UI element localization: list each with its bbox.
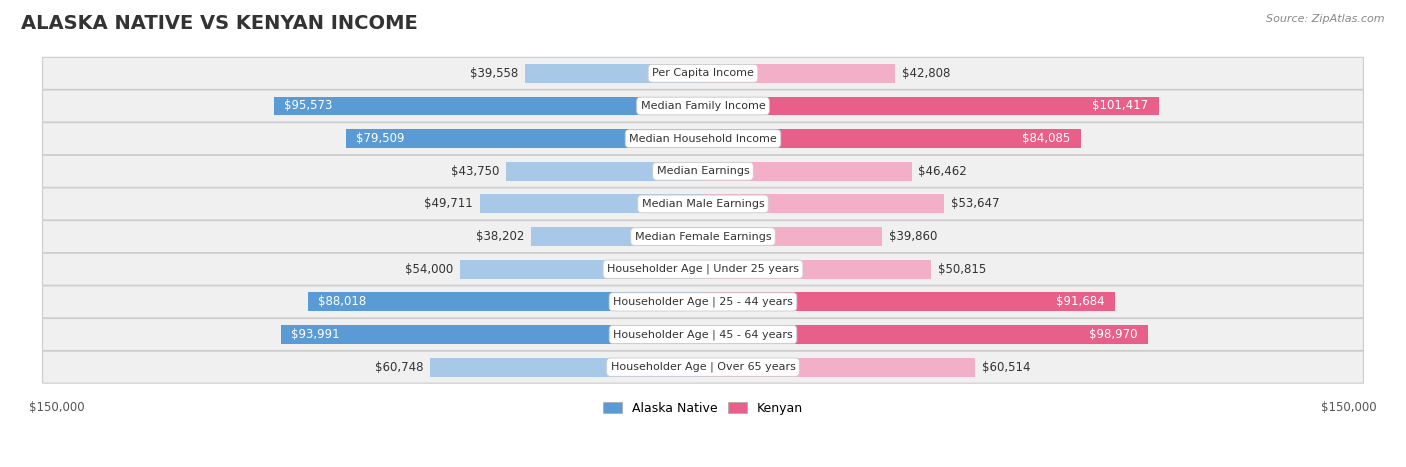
Bar — [346, 129, 703, 148]
Text: Source: ZipAtlas.com: Source: ZipAtlas.com — [1267, 14, 1385, 24]
FancyBboxPatch shape — [42, 220, 1364, 253]
Text: $84,085: $84,085 — [1022, 132, 1071, 145]
FancyBboxPatch shape — [42, 156, 1364, 187]
Bar — [703, 227, 882, 246]
Bar — [281, 325, 703, 344]
Bar — [703, 325, 1147, 344]
Text: ALASKA NATIVE VS KENYAN INCOME: ALASKA NATIVE VS KENYAN INCOME — [21, 14, 418, 33]
FancyBboxPatch shape — [42, 57, 1364, 89]
Text: Median Earnings: Median Earnings — [657, 166, 749, 176]
Bar — [506, 162, 703, 181]
Text: $150,000: $150,000 — [1322, 402, 1376, 414]
Text: $91,684: $91,684 — [1056, 295, 1105, 308]
Text: Householder Age | Over 65 years: Householder Age | Over 65 years — [610, 362, 796, 372]
Text: Median Male Earnings: Median Male Earnings — [641, 199, 765, 209]
Bar — [703, 162, 911, 181]
Text: $95,573: $95,573 — [284, 99, 332, 113]
Text: $101,417: $101,417 — [1092, 99, 1149, 113]
FancyBboxPatch shape — [42, 318, 1364, 351]
Legend: Alaska Native, Kenyan: Alaska Native, Kenyan — [599, 396, 807, 420]
Text: Median Family Income: Median Family Income — [641, 101, 765, 111]
Text: $43,750: $43,750 — [451, 165, 499, 178]
Bar — [274, 97, 703, 115]
Text: $49,711: $49,711 — [425, 198, 472, 211]
Bar — [430, 358, 703, 376]
Text: Median Female Earnings: Median Female Earnings — [634, 232, 772, 241]
Text: $38,202: $38,202 — [477, 230, 524, 243]
Text: $60,514: $60,514 — [981, 361, 1031, 374]
Text: $39,558: $39,558 — [470, 67, 519, 80]
Text: Householder Age | 25 - 44 years: Householder Age | 25 - 44 years — [613, 297, 793, 307]
Bar — [703, 97, 1159, 115]
FancyBboxPatch shape — [42, 253, 1364, 285]
Text: $60,748: $60,748 — [375, 361, 423, 374]
Bar — [479, 194, 703, 213]
Bar — [703, 129, 1081, 148]
Bar — [460, 260, 703, 279]
Text: Per Capita Income: Per Capita Income — [652, 68, 754, 78]
Text: $98,970: $98,970 — [1090, 328, 1137, 341]
Bar — [703, 260, 931, 279]
FancyBboxPatch shape — [42, 188, 1364, 220]
FancyBboxPatch shape — [42, 286, 1364, 318]
Bar — [703, 358, 974, 376]
Bar — [703, 194, 943, 213]
FancyBboxPatch shape — [42, 123, 1364, 155]
Text: $53,647: $53,647 — [950, 198, 1000, 211]
Text: $50,815: $50,815 — [938, 263, 986, 276]
Text: Householder Age | Under 25 years: Householder Age | Under 25 years — [607, 264, 799, 275]
Text: $79,509: $79,509 — [356, 132, 405, 145]
Bar — [703, 64, 896, 83]
Text: $93,991: $93,991 — [291, 328, 339, 341]
Text: Median Household Income: Median Household Income — [628, 134, 778, 144]
Text: $42,808: $42,808 — [903, 67, 950, 80]
FancyBboxPatch shape — [42, 90, 1364, 122]
Text: $88,018: $88,018 — [318, 295, 366, 308]
Text: $46,462: $46,462 — [918, 165, 967, 178]
Bar — [531, 227, 703, 246]
Text: $54,000: $54,000 — [405, 263, 454, 276]
Text: Householder Age | 45 - 64 years: Householder Age | 45 - 64 years — [613, 329, 793, 340]
Bar — [703, 292, 1115, 311]
Bar — [526, 64, 703, 83]
FancyBboxPatch shape — [42, 351, 1364, 383]
Text: $150,000: $150,000 — [30, 402, 84, 414]
Text: $39,860: $39,860 — [889, 230, 938, 243]
Bar — [308, 292, 703, 311]
